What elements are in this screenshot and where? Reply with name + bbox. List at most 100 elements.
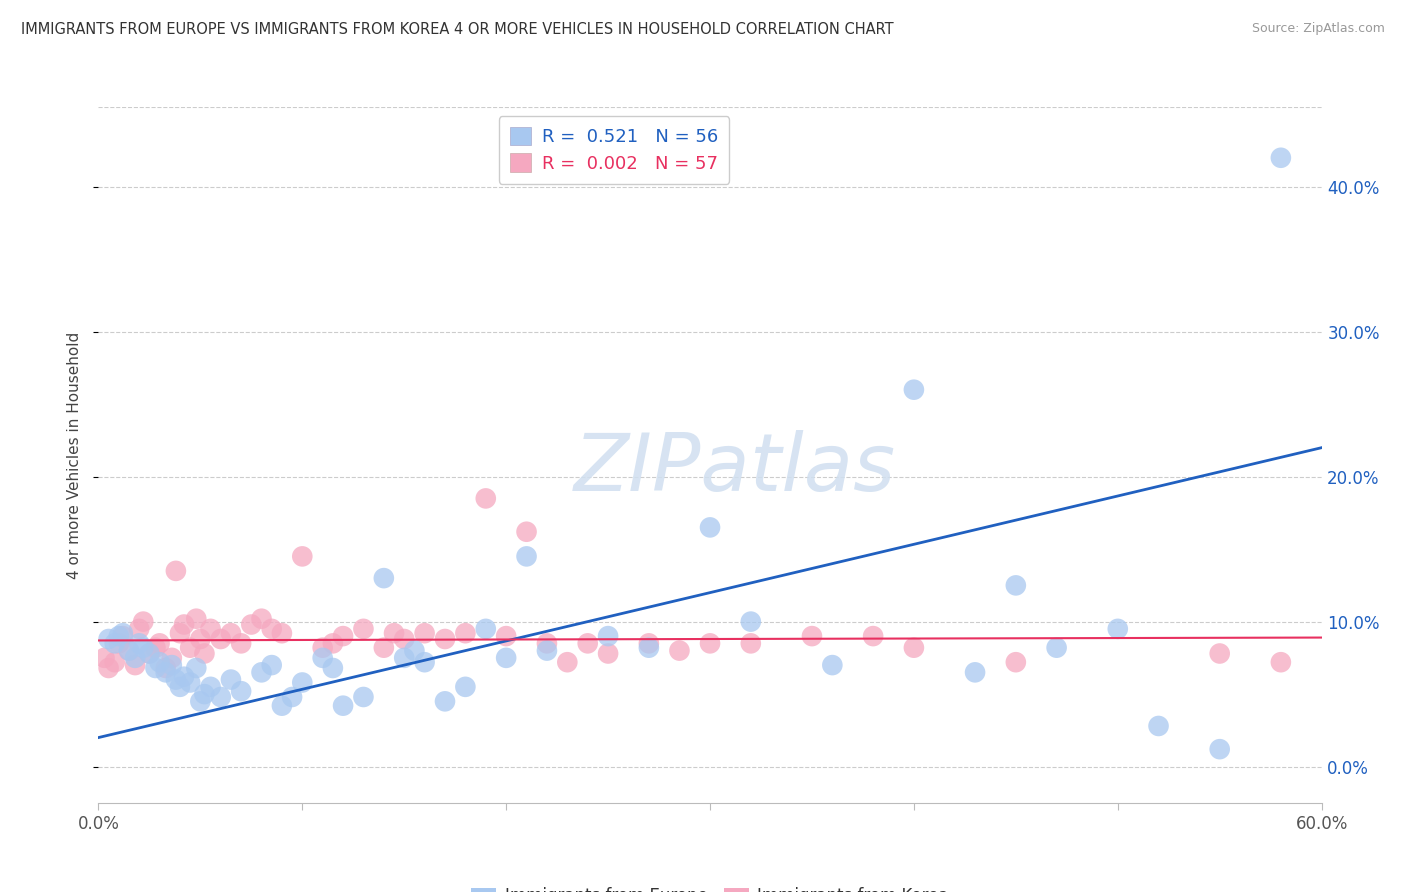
Point	[740, 636, 762, 650]
Point	[97, 661, 120, 675]
Point	[1209, 742, 1232, 756]
Point	[352, 622, 374, 636]
Point	[104, 636, 127, 650]
Point	[291, 549, 314, 564]
Point	[404, 643, 426, 657]
Point	[638, 636, 661, 650]
Point	[474, 622, 498, 636]
Point	[1004, 655, 1026, 669]
Text: ZIPatlas: ZIPatlas	[574, 430, 896, 508]
Point	[260, 658, 283, 673]
Point	[332, 698, 354, 713]
Point	[209, 690, 232, 704]
Point	[373, 571, 395, 585]
Point	[312, 651, 335, 665]
Point	[281, 690, 304, 704]
Point	[474, 491, 498, 506]
Point	[193, 647, 215, 661]
Point	[200, 622, 222, 636]
Point	[312, 640, 335, 655]
Point	[179, 640, 201, 655]
Point	[434, 694, 457, 708]
Point	[179, 675, 201, 690]
Point	[111, 629, 134, 643]
Text: Source: ZipAtlas.com: Source: ZipAtlas.com	[1251, 22, 1385, 36]
Point	[668, 643, 690, 657]
Point	[270, 626, 294, 640]
Point	[138, 647, 160, 661]
Point	[332, 629, 354, 643]
Point	[97, 632, 120, 646]
Point	[128, 622, 150, 636]
Point	[903, 640, 925, 655]
Point	[165, 564, 187, 578]
Legend: Immigrants from Europe, Immigrants from Korea: Immigrants from Europe, Immigrants from …	[464, 880, 956, 892]
Point	[188, 694, 212, 708]
Point	[200, 680, 222, 694]
Point	[155, 661, 177, 675]
Point	[118, 643, 141, 657]
Point	[145, 640, 167, 655]
Point	[1270, 655, 1292, 669]
Point	[169, 626, 191, 640]
Point	[240, 617, 263, 632]
Point	[132, 640, 155, 655]
Point	[108, 636, 131, 650]
Point	[193, 687, 215, 701]
Point	[93, 651, 115, 665]
Point	[699, 636, 721, 650]
Point	[821, 658, 844, 673]
Point	[536, 636, 558, 650]
Point	[250, 612, 273, 626]
Point	[209, 632, 232, 646]
Point	[322, 636, 344, 650]
Point	[862, 629, 884, 643]
Point	[1147, 719, 1170, 733]
Point	[495, 651, 517, 665]
Point	[270, 698, 294, 713]
Point	[219, 673, 242, 687]
Point	[186, 661, 208, 675]
Point	[104, 655, 127, 669]
Point	[169, 680, 191, 694]
Point	[699, 520, 721, 534]
Point	[1004, 578, 1026, 592]
Point	[413, 626, 436, 640]
Point	[598, 647, 620, 661]
Point	[516, 524, 538, 539]
Point	[516, 549, 538, 564]
Point	[145, 661, 167, 675]
Point	[128, 636, 150, 650]
Point	[1209, 647, 1232, 661]
Point	[108, 629, 131, 643]
Point	[638, 640, 661, 655]
Point	[124, 658, 146, 673]
Point	[160, 658, 183, 673]
Point	[138, 647, 160, 661]
Point	[373, 640, 395, 655]
Point	[557, 655, 579, 669]
Point	[454, 680, 477, 694]
Point	[186, 612, 208, 626]
Point	[173, 670, 195, 684]
Point	[903, 383, 925, 397]
Point	[392, 651, 416, 665]
Y-axis label: 4 or more Vehicles in Household: 4 or more Vehicles in Household	[67, 331, 83, 579]
Point	[598, 629, 620, 643]
Point	[322, 661, 344, 675]
Point	[173, 617, 195, 632]
Point	[250, 665, 273, 680]
Point	[124, 651, 146, 665]
Point	[413, 655, 436, 669]
Point	[495, 629, 517, 643]
Point	[118, 643, 141, 657]
Point	[801, 629, 824, 643]
Point	[231, 684, 253, 698]
Text: IMMIGRANTS FROM EUROPE VS IMMIGRANTS FROM KOREA 4 OR MORE VEHICLES IN HOUSEHOLD : IMMIGRANTS FROM EUROPE VS IMMIGRANTS FRO…	[21, 22, 894, 37]
Point	[149, 655, 172, 669]
Point	[454, 626, 477, 640]
Point	[1107, 622, 1129, 636]
Point	[291, 675, 314, 690]
Point	[132, 615, 155, 629]
Point	[576, 636, 599, 650]
